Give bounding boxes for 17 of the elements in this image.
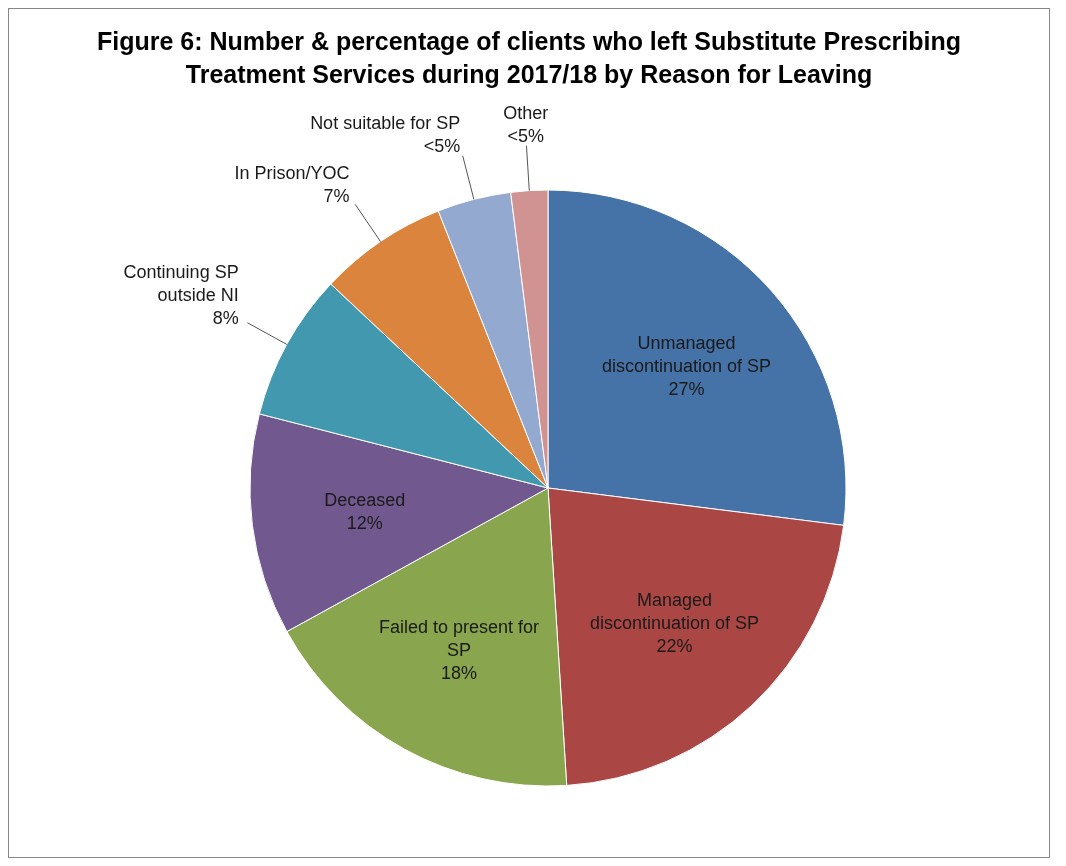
data-label: 12%	[346, 512, 383, 533]
slice-label: Unmanaged discontinuation of SP	[602, 332, 772, 376]
slice-label: Failed to present for SP	[378, 616, 540, 660]
data-label: 8%	[212, 307, 239, 328]
data-label: 7%	[323, 186, 350, 207]
chart-title: Figure 6: Number & percentage of clients who left Substitute Prescribing Treatment Services during 2017/18 by Reason for Leaving	[96, 26, 962, 90]
slice-label: In Prison/YOC	[234, 163, 350, 184]
data-label: <5%	[423, 136, 461, 157]
slice-label: Not suitable for SP	[310, 113, 461, 134]
data-label: <5%	[507, 125, 545, 146]
slice-label: Deceased	[324, 489, 406, 510]
data-label: 22%	[656, 635, 693, 656]
slice-label: Other	[503, 102, 549, 123]
slice-label: Managed discontinuation of SP	[589, 589, 760, 633]
data-label: 27%	[668, 378, 705, 399]
slice-label: Continuing SP outside NI	[123, 261, 239, 305]
data-label: 18%	[440, 662, 478, 683]
